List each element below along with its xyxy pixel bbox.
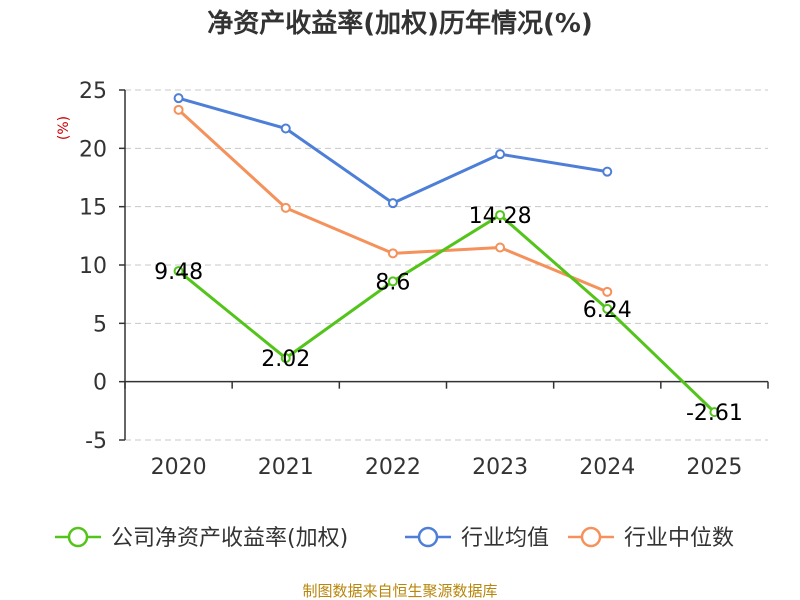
data-point-0-4 <box>602 303 613 314</box>
x-tick-label: 2025 <box>686 455 742 480</box>
y-axis-label: (%) <box>56 116 72 140</box>
data-label: -2.61 <box>686 401 743 426</box>
data-point-1-4 <box>602 166 613 177</box>
legend-label-2: 行业中位数 <box>624 526 734 551</box>
legend-label-0: 公司净资产收益率(加权) <box>111 526 348 551</box>
data-point-2-4 <box>602 286 613 297</box>
y-tick-label: 10 <box>79 254 107 279</box>
source-note: 制图数据来自恒生聚源数据库 <box>302 582 497 600</box>
data-point-2-0 <box>173 104 184 115</box>
data-point-1-3 <box>495 149 506 160</box>
data-point-0-5 <box>709 407 720 418</box>
y-tick-label: 5 <box>93 312 107 337</box>
chart-title: 净资产收益率(加权)历年情况(%) <box>207 8 593 39</box>
y-tick-label: 20 <box>79 137 107 162</box>
y-tick-label: 15 <box>79 196 107 221</box>
data-point-0-2 <box>387 276 398 287</box>
data-point-0-3 <box>495 210 506 221</box>
data-point-0-1 <box>280 353 291 364</box>
data-label: 8.6 <box>375 270 410 295</box>
series-line-0 <box>177 213 716 414</box>
data-point-2-1 <box>280 202 291 213</box>
data-point-2-3 <box>495 242 506 253</box>
x-tick-label: 2021 <box>258 455 314 480</box>
x-tick-label: 2024 <box>579 455 635 480</box>
x-tick-label: 2023 <box>472 455 528 480</box>
grid-lines <box>125 89 768 441</box>
x-tick-label: 2020 <box>151 455 207 480</box>
data-label: 9.48 <box>154 260 203 285</box>
axes: 25 20 15 10 5 0 -5 2020 2021 2022 2023 2024 2025 <box>79 79 769 480</box>
legend-swatch-marker-1 <box>417 526 439 548</box>
data-point-1-2 <box>387 198 398 209</box>
data-labels: 9.48 2.02 8.6 14.28 6.24 -2.61 <box>154 204 743 426</box>
series-line-1 <box>178 96 608 205</box>
x-tick-label: 2022 <box>365 455 421 480</box>
legend-swatch-marker-0 <box>67 526 89 548</box>
y-tick-label: 0 <box>93 371 107 396</box>
y-tick-label: 25 <box>79 79 107 104</box>
data-label: 6.24 <box>583 298 632 323</box>
legend-swatch-marker-2 <box>580 526 602 548</box>
data-label: 14.28 <box>469 204 532 229</box>
legend-label-1: 行业均值 <box>461 526 549 551</box>
y-tick-label: -5 <box>85 429 107 454</box>
data-point-1-0 <box>173 93 184 104</box>
data-label: 2.02 <box>261 347 310 372</box>
legend: 公司净资产收益率(加权) 行业均值 行业中位数 <box>55 526 734 551</box>
series-lines <box>173 93 720 418</box>
data-point-2-2 <box>387 248 398 259</box>
data-point-0-0 <box>173 266 184 277</box>
data-point-1-1 <box>280 123 291 134</box>
